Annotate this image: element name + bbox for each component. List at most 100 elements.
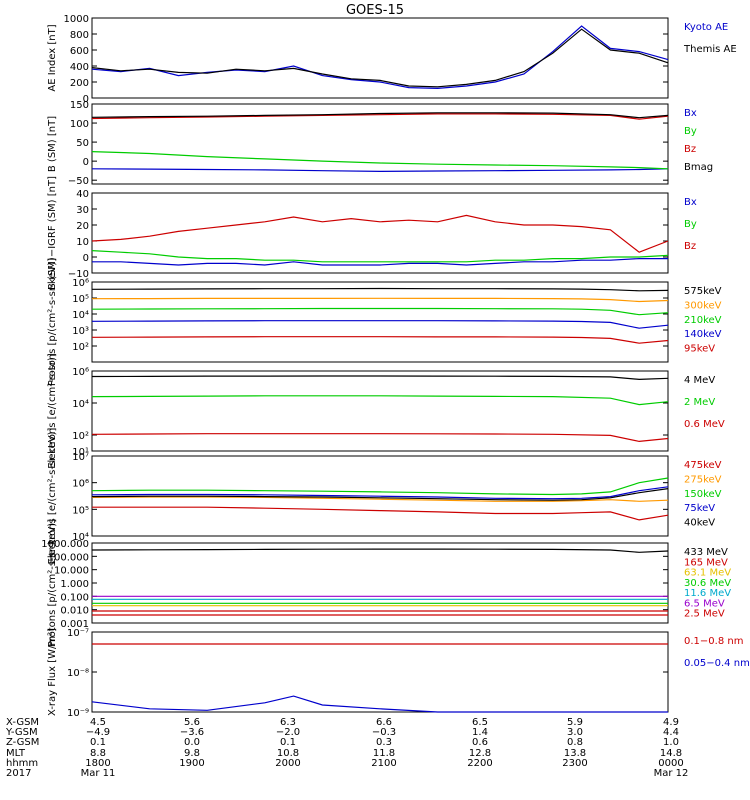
y-tick-label: 10⁶ [72,479,89,490]
legend-entry: 150keV [684,489,722,500]
y-tick-label: −10 [68,269,89,280]
footer-value: 1.0 [663,737,679,748]
legend-entry: 63.1 MeV [684,568,731,579]
legend-entry: Bz [684,144,696,155]
y-tick-label: 10¹ [72,447,89,458]
series-line [91,214,669,253]
footer-value: Mar 12 [654,768,689,779]
footer-value: 1800 [85,758,110,769]
series-line [92,506,669,521]
series-line [91,548,669,553]
footer-value: 5.6 [184,717,200,728]
footer-row-label: Y-GSM [5,727,38,738]
footer-row-label: Z-GSM [6,737,39,748]
y-axis-label: X-ray Flux [W/m²] [47,628,58,716]
series-line [91,25,669,90]
y-tick-label: 1.000 [60,579,89,590]
y-tick-label: 0 [83,94,89,105]
footer-value: 6.3 [280,717,296,728]
panel-frame [91,281,669,363]
y-tick-label: 10⁴ [72,310,89,321]
series-line [91,297,669,303]
legend-entry: Bmag [684,162,713,173]
y-axis-label: B (SM) [nT] [47,116,58,172]
footer-value: 4.4 [663,727,679,738]
y-axis-label: Protons [p/(cm²-s-sr-keV)] [47,258,58,386]
footer-value: 13.8 [564,748,586,759]
y-tick-label: 0.100 [60,592,89,603]
legend-entry: 30.6 MeV [684,578,731,589]
panel-protons_mev: 0.001 0.010 0.100 1.000 10.000 100.000 1000.00… [41,519,731,647]
y-tick-label: 0.001 [60,619,89,630]
legend-entry: 40keV [684,518,715,529]
footer-value: 1.4 [472,727,488,738]
y-axis-label: Electrons [e/(cm²-s-sr-keV)] [47,427,58,564]
y-tick-label: 10⁶ [72,278,89,289]
y-axis-label: B (SM)−IGRF (SM) [nT] [47,176,58,290]
series-line [91,113,669,120]
legend-entry: Bx [684,108,697,119]
footer-value: 11.8 [373,748,395,759]
footer-value: 5.9 [567,717,583,728]
series-line [91,168,669,173]
y-tick-label: 10⁶ [72,367,89,378]
legend-entry: 275keV [684,474,722,485]
ephemeris-footer: X-GSM 4.5 5.6 6.3 6.6 6.5 5.9 4.9 Y-GSM −4.9 −3.6 −… [5,717,688,779]
series-line [91,28,669,88]
legend-entry: Bz [684,241,696,252]
footer-value: 6.6 [376,717,392,728]
panel-bdiff: −10 0 10 20 30 40 B (SM)−IGRF (SM) [nT] Bx By Bz [47,176,697,290]
legend-entry: Themis AE [683,44,737,55]
legend-entry: Bx [684,197,697,208]
series-line [91,375,669,381]
series-line [91,250,669,263]
series-line [91,486,669,500]
footer-value: 2000 [275,758,300,769]
series-line [91,336,669,344]
y-axis-label: Protons [p/(cm²-s-sr-keV)] [47,519,58,647]
legend-entry: 575keV [684,286,722,297]
panel-frame [91,17,669,99]
footer-value: 4.9 [663,717,679,728]
panel-frame [91,455,669,537]
footer-value: 2200 [467,758,492,769]
footer-value: 6.5 [472,717,488,728]
legend-entry: 6.5 MeV [684,598,725,609]
y-tick-label: 200 [70,78,89,89]
series-line [91,151,669,170]
y-tick-label: 10⁴ [72,532,89,543]
series-line [92,258,668,266]
footer-value: 0.0 [184,737,200,748]
footer-row-label: hhmm [6,758,38,769]
footer-value: 0.1 [90,737,106,748]
footer-value: 0000 [658,758,683,769]
y-tick-label: 150 [70,100,89,111]
y-tick-label: 400 [70,62,89,73]
panel-frame [91,103,669,185]
series-line [91,488,669,501]
legend-entry: 0.1−0.8 nm [684,636,743,647]
y-tick-label: 0.010 [60,606,89,617]
footer-value: 0.6 [472,737,488,748]
footer-value: 4.5 [90,717,106,728]
series-line [91,287,669,292]
y-tick-label: 10⁷ [72,452,89,463]
y-tick-label: 10⁻⁹ [67,708,89,719]
y-tick-label: 1000.000 [41,539,89,550]
y-axis-label: AE Index [nT] [47,24,58,91]
legend-entry: By [684,219,697,230]
panel-electrons_mev: 10¹ 10² 10⁴ 10⁶ Electrons [e/(cm²-s-sr)] 4 Me… [47,353,725,469]
footer-value: 0.8 [567,737,583,748]
footer-value: −0.3 [372,727,396,738]
chart-title: GOES-15 [346,3,404,18]
y-tick-label: 0 [83,253,89,264]
footer-value: −4.9 [86,727,110,738]
series-line [91,695,668,713]
legend-entry: 140keV [684,329,722,340]
y-tick-label: 800 [70,30,89,41]
legend-entry: 75keV [684,503,715,514]
footer-value: 10.8 [277,748,299,759]
footer-value: 0.1 [280,737,296,748]
footer-value: 12.8 [469,748,491,759]
